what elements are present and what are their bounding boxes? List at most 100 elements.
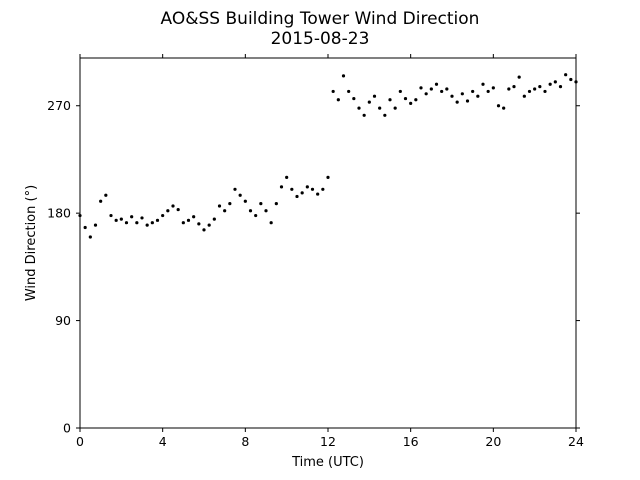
data-points [78, 73, 578, 239]
data-point [223, 209, 227, 213]
data-point [352, 96, 356, 101]
data-point [300, 191, 304, 195]
data-point [243, 199, 247, 203]
data-point [564, 73, 568, 77]
x-tick-label: 0 [76, 434, 84, 449]
data-point [383, 113, 387, 117]
data-point [207, 223, 211, 227]
data-point [388, 98, 392, 102]
data-point [124, 221, 129, 225]
data-point [341, 74, 346, 78]
data-point [166, 209, 170, 213]
chart-title: AO&SS Building Tower Wind Direction [161, 9, 480, 29]
data-point [476, 94, 480, 98]
data-point [269, 221, 273, 225]
data-point [569, 77, 573, 82]
data-point [357, 106, 361, 110]
data-point [93, 223, 98, 227]
data-point [502, 106, 506, 110]
data-point [83, 225, 87, 230]
data-point [347, 89, 351, 94]
y-tick-label: 180 [47, 206, 71, 221]
data-point [228, 202, 232, 206]
data-point [233, 187, 237, 191]
data-point [248, 209, 253, 213]
data-point [150, 221, 154, 225]
x-tick-label: 24 [568, 434, 584, 449]
data-point [202, 228, 206, 232]
data-point [450, 94, 454, 98]
data-point [181, 221, 185, 225]
data-point [259, 202, 263, 206]
data-point [393, 106, 397, 110]
data-point [434, 82, 439, 86]
data-point [290, 187, 294, 191]
data-point [197, 222, 201, 226]
data-point [171, 204, 175, 208]
data-point [336, 98, 340, 102]
data-point [409, 101, 413, 105]
x-axis-label: Time (UTC) [291, 455, 364, 470]
data-point [140, 216, 144, 220]
data-point [212, 217, 216, 221]
data-point [429, 87, 433, 91]
data-point [295, 194, 299, 199]
x-tick-label: 12 [320, 434, 336, 449]
data-point [517, 75, 521, 79]
data-point [135, 221, 139, 225]
y-tick-label: 90 [55, 313, 71, 328]
data-point [264, 209, 268, 213]
data-point [238, 193, 242, 197]
data-point [419, 86, 423, 90]
data-point [367, 100, 371, 104]
data-point [486, 89, 490, 94]
data-point [378, 106, 382, 110]
data-point [285, 175, 289, 179]
data-point [543, 89, 547, 94]
data-point [522, 94, 526, 98]
data-point [553, 80, 557, 84]
data-point [130, 215, 134, 219]
data-point [538, 85, 542, 89]
data-point [440, 89, 444, 94]
data-point [161, 213, 165, 218]
data-point [465, 99, 470, 103]
data-point [145, 223, 149, 227]
data-point [455, 100, 459, 104]
data-point [372, 94, 377, 98]
data-point [558, 85, 563, 89]
data-point [305, 185, 309, 189]
data-point [331, 89, 335, 94]
data-point [274, 202, 278, 206]
y-tick-label: 270 [47, 98, 71, 113]
data-point [104, 193, 108, 197]
data-point [533, 87, 537, 91]
data-point [362, 113, 366, 117]
data-point [99, 199, 103, 203]
data-point [186, 218, 191, 222]
data-point [403, 96, 408, 101]
x-axis-ticks: 0 4 8 12 16 20 24 [76, 54, 584, 449]
y-tick-label: 0 [63, 421, 71, 436]
data-point [512, 85, 516, 89]
data-point [279, 185, 284, 189]
data-point [471, 89, 475, 94]
data-point [491, 86, 495, 90]
data-point [496, 104, 501, 108]
data-point [481, 82, 485, 86]
data-point [176, 207, 180, 212]
data-point [321, 187, 325, 191]
y-axis-label: Wind Direction (°) [24, 185, 39, 301]
data-point [217, 204, 222, 208]
data-point [507, 87, 511, 91]
data-point [460, 92, 464, 96]
x-tick-label: 8 [241, 434, 249, 449]
data-point [109, 213, 113, 218]
data-point [114, 218, 118, 222]
x-tick-label: 16 [403, 434, 419, 449]
data-point [326, 175, 330, 179]
data-point [88, 235, 92, 239]
data-point [527, 89, 532, 94]
